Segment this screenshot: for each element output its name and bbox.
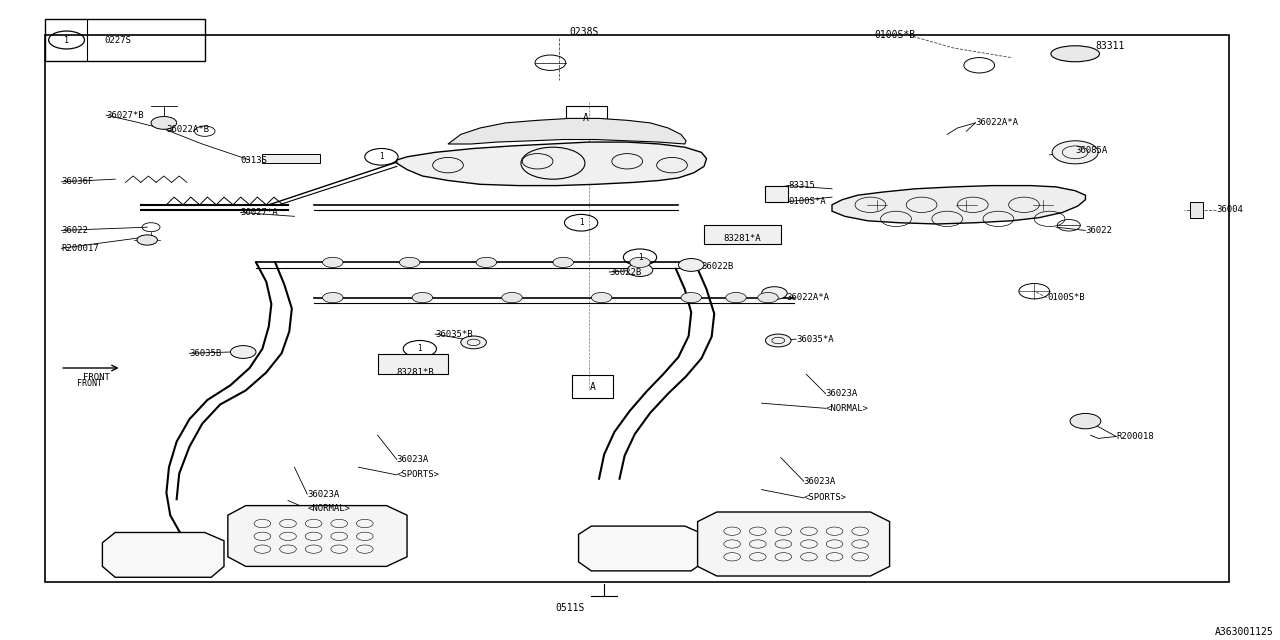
Circle shape bbox=[151, 116, 177, 129]
Text: <NORMAL>: <NORMAL> bbox=[307, 504, 351, 513]
Bar bbox=[704, 225, 781, 244]
Text: 36035B: 36035B bbox=[189, 349, 221, 358]
Text: FRONT: FRONT bbox=[83, 373, 109, 382]
Text: 36022A*B: 36022A*B bbox=[166, 125, 210, 134]
Polygon shape bbox=[102, 532, 224, 577]
Circle shape bbox=[678, 259, 704, 271]
Text: A363001125: A363001125 bbox=[1215, 627, 1274, 637]
Text: A: A bbox=[584, 113, 589, 123]
Text: 1: 1 bbox=[637, 253, 643, 262]
Text: 0511S: 0511S bbox=[556, 603, 585, 613]
Text: 36035*A: 36035*A bbox=[796, 335, 833, 344]
Bar bbox=[566, 106, 607, 129]
Text: 36022B: 36022B bbox=[701, 262, 733, 271]
Circle shape bbox=[627, 264, 653, 276]
Text: 83311: 83311 bbox=[1096, 41, 1125, 51]
Text: R200018: R200018 bbox=[1116, 432, 1153, 441]
Bar bbox=[378, 354, 448, 374]
Circle shape bbox=[412, 292, 433, 303]
Text: <SPORTS>: <SPORTS> bbox=[397, 470, 440, 479]
Polygon shape bbox=[448, 118, 686, 144]
Circle shape bbox=[230, 346, 256, 358]
Circle shape bbox=[323, 257, 343, 268]
Text: 0100S*B: 0100S*B bbox=[874, 30, 915, 40]
Text: 0227S: 0227S bbox=[105, 35, 131, 45]
Text: 36027*A: 36027*A bbox=[241, 208, 278, 217]
Circle shape bbox=[758, 292, 778, 303]
Text: 36022: 36022 bbox=[61, 226, 88, 235]
Polygon shape bbox=[397, 142, 707, 186]
Text: 36022A*A: 36022A*A bbox=[786, 293, 829, 302]
Text: 36085A: 36085A bbox=[1075, 146, 1107, 155]
Text: 1: 1 bbox=[379, 152, 384, 161]
Text: <SPORTS>: <SPORTS> bbox=[804, 493, 847, 502]
Text: 36023A: 36023A bbox=[307, 490, 339, 499]
Text: <NORMAL>: <NORMAL> bbox=[826, 404, 869, 413]
Polygon shape bbox=[228, 506, 407, 566]
Text: 83315: 83315 bbox=[788, 181, 815, 190]
Bar bbox=[1190, 202, 1203, 218]
Bar bbox=[45, 19, 205, 61]
Text: 36035*B: 36035*B bbox=[435, 330, 472, 339]
Circle shape bbox=[726, 292, 746, 303]
Text: 0100S*B: 0100S*B bbox=[1047, 293, 1084, 302]
Text: 0100S*A: 0100S*A bbox=[788, 197, 826, 206]
Circle shape bbox=[137, 235, 157, 245]
Circle shape bbox=[399, 257, 420, 268]
Circle shape bbox=[323, 292, 343, 303]
Polygon shape bbox=[698, 512, 890, 576]
Circle shape bbox=[630, 257, 650, 268]
Text: 36027*B: 36027*B bbox=[106, 111, 143, 120]
Text: 36004: 36004 bbox=[1216, 205, 1243, 214]
Text: FRONT: FRONT bbox=[77, 380, 102, 388]
Text: 36022A*A: 36022A*A bbox=[975, 118, 1019, 127]
Text: 83281*A: 83281*A bbox=[723, 234, 760, 243]
Circle shape bbox=[591, 292, 612, 303]
Text: 36022B: 36022B bbox=[609, 268, 641, 276]
Text: 36023A: 36023A bbox=[826, 389, 858, 398]
Text: R200017: R200017 bbox=[61, 244, 99, 253]
Text: 36023A: 36023A bbox=[804, 477, 836, 486]
Bar bbox=[262, 154, 320, 163]
Bar bbox=[572, 375, 613, 398]
Circle shape bbox=[681, 292, 701, 303]
Circle shape bbox=[765, 334, 791, 347]
Circle shape bbox=[1070, 413, 1101, 429]
Text: 36022: 36022 bbox=[1085, 226, 1112, 235]
Text: 36023A: 36023A bbox=[397, 455, 429, 464]
Circle shape bbox=[502, 292, 522, 303]
Circle shape bbox=[461, 336, 486, 349]
Bar bbox=[45, 35, 1229, 582]
Text: 1: 1 bbox=[64, 35, 69, 45]
Circle shape bbox=[553, 257, 573, 268]
Circle shape bbox=[1052, 141, 1098, 164]
Text: A: A bbox=[590, 381, 595, 392]
Text: 36036F: 36036F bbox=[61, 177, 93, 186]
Text: 0238S: 0238S bbox=[570, 27, 599, 37]
Ellipse shape bbox=[1051, 46, 1100, 62]
Circle shape bbox=[476, 257, 497, 268]
Text: 1: 1 bbox=[417, 344, 422, 353]
Text: 0313S: 0313S bbox=[241, 156, 268, 164]
Text: 83281*B: 83281*B bbox=[397, 368, 434, 377]
Polygon shape bbox=[579, 526, 704, 571]
Polygon shape bbox=[832, 186, 1085, 224]
Bar bbox=[765, 186, 788, 202]
Text: 1: 1 bbox=[579, 218, 584, 227]
Circle shape bbox=[762, 287, 787, 300]
